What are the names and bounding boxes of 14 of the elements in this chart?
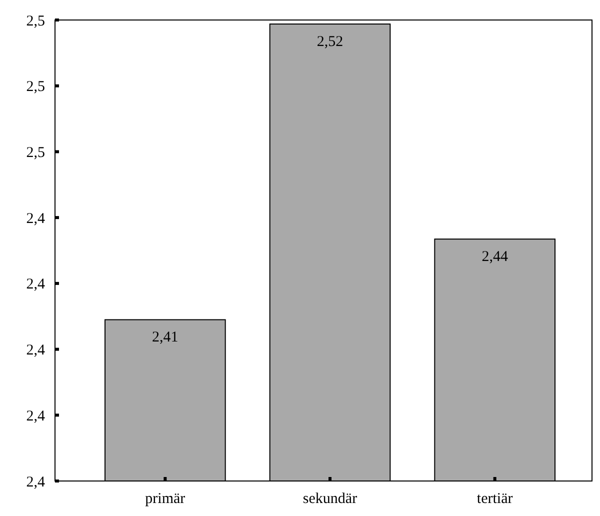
x-tick-label: sekundär bbox=[302, 491, 358, 507]
y-tick-label: 2,4 bbox=[26, 408, 46, 424]
y-tick-label: 2,4 bbox=[26, 210, 46, 227]
y-tick-label: 2,5 bbox=[26, 79, 45, 96]
y-tick-label: 2,4 bbox=[26, 342, 46, 359]
y-tick-label: 2,5 bbox=[26, 144, 45, 161]
y-tick-label: 2,5 bbox=[26, 13, 45, 30]
y-tick-label: 2,4 bbox=[26, 276, 46, 293]
data-label: 2,41 bbox=[152, 330, 178, 346]
x-tick-label: primär bbox=[145, 491, 186, 507]
data-label: 2,52 bbox=[316, 34, 344, 50]
data-label: 2,44 bbox=[482, 249, 508, 266]
x-tick-label: tertiär bbox=[476, 491, 513, 507]
y-tick-label: 2,4 bbox=[26, 474, 46, 490]
